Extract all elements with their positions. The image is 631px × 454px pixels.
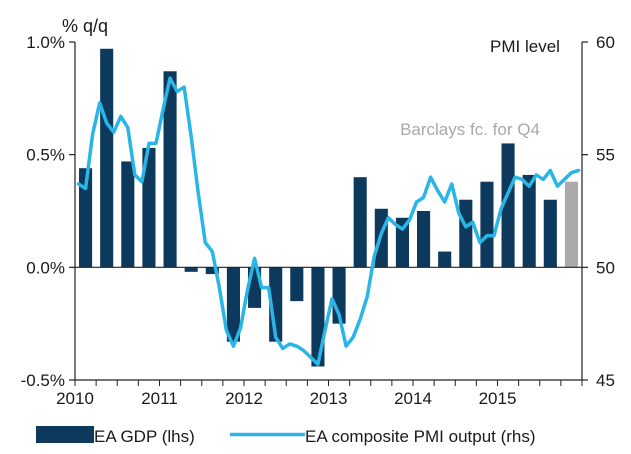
legend: EA GDP (lhs) EA composite PMI output (rh… xyxy=(36,426,536,446)
gdp-bar xyxy=(290,267,304,302)
gdp-bar xyxy=(480,181,494,268)
right-tick-label: 60 xyxy=(596,33,615,52)
legend-pmi-label: EA composite PMI output (rhs) xyxy=(305,427,536,446)
left-tick-label: 0.0% xyxy=(26,258,65,277)
left-tick-label: -0.5% xyxy=(21,371,65,390)
left-axis-title: % q/q xyxy=(62,16,108,36)
gdp-bars xyxy=(79,48,578,367)
gdp-bar xyxy=(205,267,219,275)
x-tick-label: 2014 xyxy=(394,389,432,408)
right-axis-title: PMI level xyxy=(490,37,560,56)
x-tick-label: 2013 xyxy=(310,389,348,408)
right-tick-label: 45 xyxy=(596,371,615,390)
x-tick-label: 2012 xyxy=(225,389,263,408)
left-axis: 1.0% 0.5% 0.0% -0.5% xyxy=(21,33,76,390)
gdp-bar xyxy=(226,267,240,342)
gdp-bar xyxy=(438,251,452,268)
gdp-bar xyxy=(163,71,177,268)
gdp-bar xyxy=(79,168,93,268)
gdp-bar xyxy=(459,199,473,268)
gdp-bar xyxy=(543,199,557,268)
x-tick-label: 2010 xyxy=(56,389,94,408)
legend-gdp-swatch xyxy=(36,426,94,443)
gdp-bar xyxy=(100,48,114,268)
left-tick-label: 1.0% xyxy=(26,33,65,52)
gdp-forecast-bar xyxy=(564,181,578,268)
right-tick-label: 55 xyxy=(596,146,615,165)
gdp-bar xyxy=(121,161,135,268)
pmi-line-group xyxy=(76,76,581,366)
gdp-bar xyxy=(311,267,325,367)
gdp-bar xyxy=(353,177,367,268)
pmi-line xyxy=(76,76,581,366)
gdp-bar xyxy=(184,267,198,272)
legend-gdp-label: EA GDP (lhs) xyxy=(94,427,195,446)
gdp-bar xyxy=(142,147,156,268)
gdp-bar xyxy=(395,217,409,268)
x-axis: 2010 2011 2012 2013 2014 2015 xyxy=(56,379,583,408)
left-tick-label: 0.5% xyxy=(26,146,65,165)
right-axis: 60 55 50 45 xyxy=(581,33,615,390)
forecast-annotation: Barclays fc. for Q4 xyxy=(400,120,540,139)
gdp-bar xyxy=(501,143,515,268)
gdp-bar xyxy=(417,211,431,268)
x-tick-label: 2015 xyxy=(479,389,517,408)
gdp-bar xyxy=(522,174,536,268)
right-tick-label: 50 xyxy=(596,258,615,277)
x-tick-label: 2011 xyxy=(141,389,178,408)
